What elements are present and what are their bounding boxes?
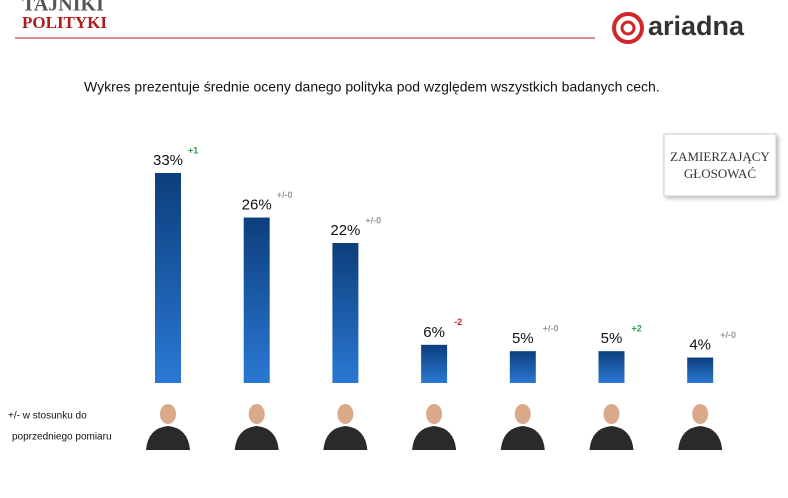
brand: ariadna xyxy=(648,11,745,41)
badge-line: ZAMIERZAJĄCY xyxy=(670,149,770,164)
change-label: +/-0 xyxy=(277,190,293,200)
bar xyxy=(687,357,714,383)
change-label: +/-0 xyxy=(365,215,381,225)
change-label: +/-0 xyxy=(720,330,736,340)
change-label: +2 xyxy=(632,324,642,334)
portrait xyxy=(234,404,279,450)
brand-icon xyxy=(612,12,644,44)
logo-top: TAJNIKI xyxy=(22,0,104,16)
bar xyxy=(243,217,270,383)
badge-box xyxy=(663,133,777,197)
bar xyxy=(598,351,625,383)
change-label: -2 xyxy=(454,317,462,327)
value-label: 5% xyxy=(601,330,623,347)
value-label: 26% xyxy=(242,197,272,214)
subtitle: Wykres prezentuje średnie oceny danego p… xyxy=(84,79,660,95)
value-label: 33% xyxy=(153,152,183,169)
note-line: +/- w stosunku do xyxy=(8,411,87,422)
value-label: 5% xyxy=(512,330,534,347)
value-label: 22% xyxy=(330,222,360,239)
logo-bottom: POLITYKI xyxy=(22,13,107,32)
portrait xyxy=(678,404,723,450)
bar xyxy=(155,173,181,383)
badge-line: GŁOSOWAĆ xyxy=(684,166,756,181)
change-label: +/-0 xyxy=(543,324,559,334)
portrait xyxy=(500,404,545,450)
bar xyxy=(509,351,536,383)
value-label: 4% xyxy=(689,337,711,354)
portrait xyxy=(146,404,190,450)
change-label: +1 xyxy=(188,145,198,155)
bar xyxy=(332,243,359,383)
portrait xyxy=(412,404,457,450)
portrait xyxy=(589,404,634,450)
note-line: poprzedniego pomiaru xyxy=(12,432,112,443)
value-label: 6% xyxy=(423,324,445,341)
bar xyxy=(421,344,448,383)
portrait xyxy=(323,404,368,450)
